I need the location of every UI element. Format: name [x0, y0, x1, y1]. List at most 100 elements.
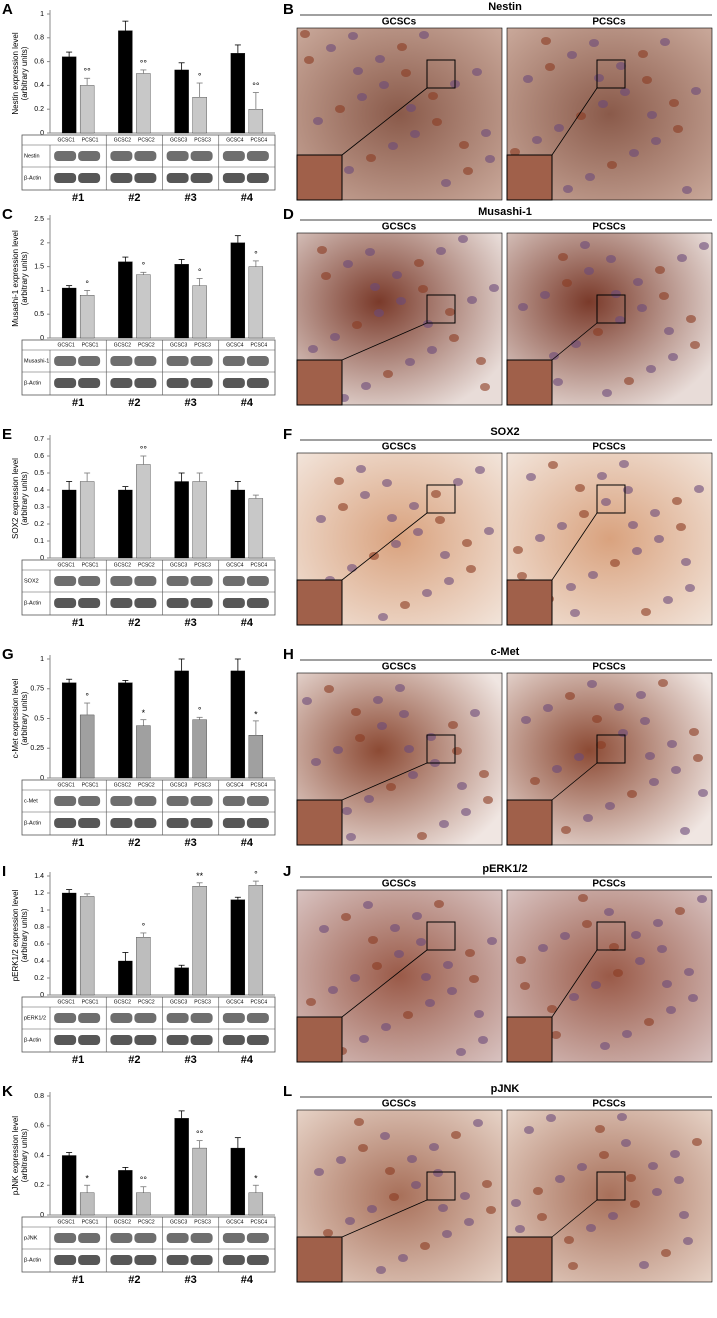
blot-band — [190, 151, 213, 161]
cell — [580, 241, 590, 249]
x-tick-label: #2 — [128, 617, 140, 629]
blot-band — [222, 1035, 245, 1045]
cell — [463, 167, 473, 175]
cell — [473, 1119, 483, 1127]
blot-band — [110, 1233, 133, 1243]
cell — [589, 39, 599, 47]
cell — [635, 957, 645, 965]
blot-band — [222, 576, 245, 586]
image-title: SOX2 — [490, 426, 519, 438]
cell — [423, 320, 433, 328]
cell — [416, 938, 426, 946]
cell — [397, 43, 407, 51]
cell — [560, 932, 570, 940]
cell — [378, 613, 388, 621]
blot-band — [110, 1255, 133, 1265]
cell — [420, 1242, 430, 1250]
cell — [650, 509, 660, 517]
cell — [313, 117, 323, 125]
significance-label: ° — [142, 261, 146, 271]
y-axis-label: (arbitrary units) — [20, 471, 29, 525]
error-bar — [140, 271, 147, 275]
cell — [447, 987, 457, 995]
bar — [174, 481, 189, 559]
lane-label: GCSC2 — [114, 137, 131, 143]
cell — [551, 1031, 561, 1039]
lane-label: PCSC3 — [194, 1219, 211, 1225]
cell — [376, 1266, 386, 1274]
cell — [342, 807, 352, 815]
cell — [530, 777, 540, 785]
error-bar — [178, 259, 185, 265]
cell — [457, 782, 467, 790]
cell — [380, 1132, 390, 1140]
error-bar — [140, 455, 147, 465]
panel-letter: H — [283, 646, 294, 663]
error-bar — [234, 658, 241, 671]
blot-band — [246, 173, 269, 183]
blot-band — [190, 598, 213, 608]
blot-band — [246, 151, 269, 161]
x-tick-label: #4 — [241, 837, 254, 849]
bar — [230, 53, 246, 134]
cell — [599, 1151, 609, 1159]
bar — [192, 1147, 207, 1216]
image-label: PCSCs — [592, 662, 626, 673]
error-bar — [178, 658, 185, 671]
cell — [698, 789, 708, 797]
cell — [431, 490, 441, 498]
error-bar — [252, 260, 259, 267]
cell — [680, 827, 690, 835]
cell — [597, 472, 607, 480]
bar — [136, 73, 151, 134]
bar — [230, 1147, 246, 1216]
image-label: GCSCs — [382, 662, 417, 673]
cell — [633, 278, 643, 286]
blot-band — [78, 173, 101, 183]
blot-band — [222, 1013, 245, 1023]
cell — [479, 770, 489, 778]
cell — [608, 1212, 618, 1220]
x-tick-label: #3 — [185, 397, 197, 409]
cell — [618, 729, 628, 737]
error-bar — [140, 932, 147, 938]
x-tick-label: #2 — [128, 397, 140, 409]
bar — [61, 1155, 77, 1216]
blot-band — [246, 1255, 269, 1265]
cell — [515, 1225, 525, 1233]
blot-band — [246, 576, 269, 586]
blot-label: pERK1/2 — [24, 1015, 46, 1021]
bar — [118, 682, 133, 779]
blot-band — [222, 173, 245, 183]
blot-band — [54, 151, 77, 161]
bar — [248, 109, 264, 134]
cell — [379, 81, 389, 89]
y-axis-label: SOX2 expression level — [11, 458, 20, 539]
lane-label: PCSC2 — [138, 137, 155, 143]
y-axis-label: (arbitrary units) — [20, 1128, 29, 1182]
y-tick-label: 0.75 — [30, 686, 44, 693]
lane-label: PCSC3 — [194, 342, 211, 348]
bar — [79, 481, 95, 559]
y-tick-label: 0.25 — [30, 745, 44, 752]
cell — [638, 50, 648, 58]
cell — [395, 684, 405, 692]
cell — [460, 1192, 470, 1200]
y-tick-label: 0.5 — [34, 715, 44, 722]
image-title: c-Met — [491, 646, 520, 658]
cell — [677, 254, 687, 262]
error-bar — [66, 51, 73, 57]
inset — [296, 359, 343, 406]
cell — [366, 154, 376, 162]
blot-band — [110, 1013, 133, 1023]
y-tick-label: 0.6 — [34, 941, 44, 948]
lane-label: GCSC2 — [114, 562, 131, 568]
blot-frame — [21, 559, 276, 616]
cell — [565, 692, 575, 700]
lane-label: PCSC4 — [251, 137, 268, 143]
y-tick-label: 0 — [40, 130, 44, 137]
cell — [626, 1174, 636, 1182]
error-bar — [234, 44, 241, 54]
blot-band — [54, 1035, 77, 1045]
y-tick-label: 0.4 — [34, 958, 44, 965]
